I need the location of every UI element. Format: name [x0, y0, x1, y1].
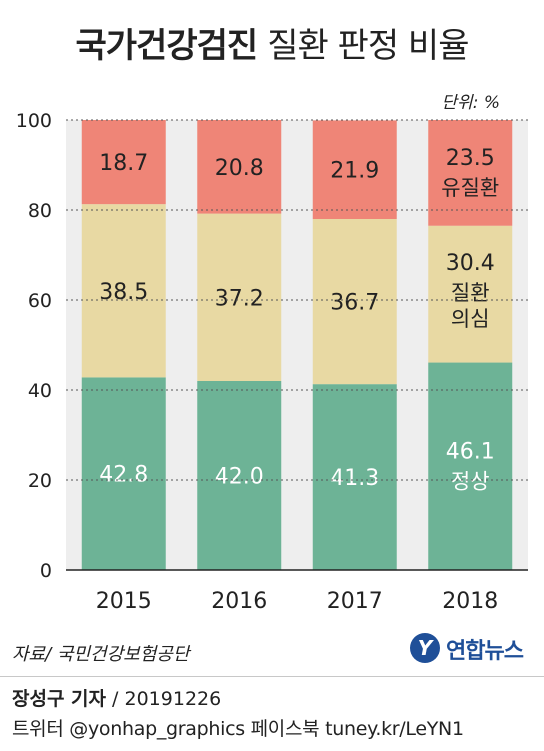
x-tick-label: 2017: [327, 589, 383, 614]
title-main: 국가건강검진: [75, 26, 259, 66]
series-label: 유질환: [441, 176, 499, 200]
data-label: 41.3: [330, 466, 379, 491]
bar-segment: [428, 120, 513, 226]
y-tick-label: 100: [16, 110, 52, 132]
x-tick-label: 2018: [442, 589, 498, 614]
bar-segment: [197, 120, 282, 214]
x-tick-label: 2016: [211, 589, 267, 614]
data-label: 46.1: [446, 439, 495, 464]
series-label: 질환: [451, 281, 490, 305]
data-label: 42.0: [215, 465, 264, 490]
bar-segment: [312, 219, 397, 385]
data-label: 23.5: [446, 146, 495, 171]
data-label: 20.8: [215, 156, 264, 181]
bar-segment: [197, 213, 282, 381]
data-label: 18.7: [99, 151, 148, 176]
divider: [0, 676, 544, 677]
data-label: 42.8: [99, 463, 148, 488]
y-tick-label: 60: [28, 290, 52, 312]
title-sub: 질환 판정 비율: [267, 26, 469, 66]
bar-segment: [197, 381, 282, 570]
credit-line: 장성구 기자 / 20191226: [12, 684, 221, 711]
bar-segment: [312, 384, 397, 570]
social-line: 트위터 @yonhap_graphics 페이스북 tuney.kr/LeYN1: [12, 718, 464, 740]
bar-segment: [312, 120, 397, 219]
y-tick-label: 20: [28, 470, 52, 492]
bar-segment: [428, 225, 513, 363]
stacked-bar-chart: 42.8 38.5 18.7 2015 42.0 37.2 20.8 2016 41.3 36.7…: [16, 110, 528, 614]
bar-segment: [81, 204, 166, 378]
bar-segment: [81, 377, 166, 570]
yonhap-logo: Y 연합뉴스: [410, 630, 532, 666]
bar-segment: [81, 120, 166, 205]
series-label: 의심: [451, 307, 490, 331]
unit-label: 단위: %: [441, 93, 500, 113]
x-tick-label: 2015: [96, 589, 152, 614]
source-note: 자료/ 국민건강보험공단: [12, 644, 190, 665]
y-tick-label: 40: [28, 380, 52, 402]
author: 장성구 기자: [12, 688, 107, 710]
bar-segment: [428, 362, 513, 570]
data-label: 37.2: [215, 286, 264, 311]
data-label: 30.4: [446, 251, 495, 276]
data-label: 21.9: [330, 159, 379, 184]
data-label: 36.7: [330, 291, 379, 316]
date: / 20191226: [106, 688, 222, 710]
yonhap-logo-icon: Y: [410, 633, 440, 663]
chart-title: 국가건강검진 질환 판정 비율: [0, 18, 544, 67]
series-label: 정상: [451, 469, 490, 493]
data-label: 38.5: [99, 280, 148, 305]
y-tick-label: 0: [40, 560, 52, 582]
y-tick-label: 80: [28, 200, 52, 222]
yonhap-logo-text: 연합뉴스: [446, 639, 524, 664]
